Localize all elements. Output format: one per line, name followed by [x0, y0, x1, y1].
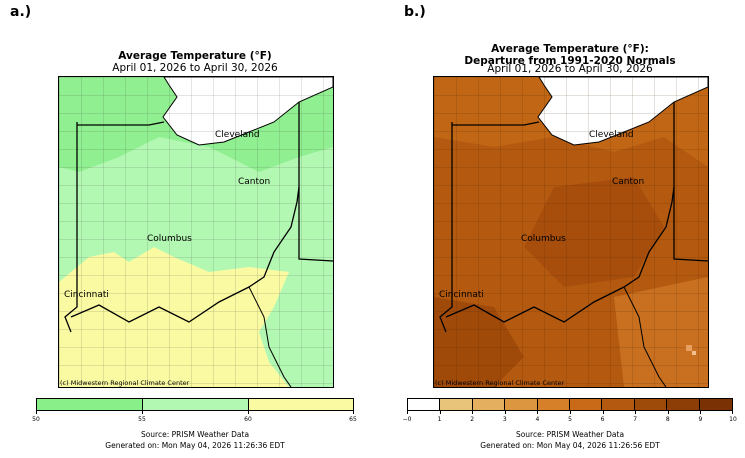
panel-a-map-svg: [59, 77, 333, 387]
panel-a-source: Source: PRISM Weather Data: [140, 430, 250, 439]
panel-b-colorbar-segment-8: [667, 399, 700, 410]
panel-b-tickmark-5: [570, 411, 571, 414]
panel-b-title: Average Temperature (°F):: [491, 43, 649, 55]
panel-a-tickmark-2: [248, 411, 249, 414]
panel-a-title: Average Temperature (°F): [118, 50, 272, 62]
panel-a-colorbar-segment-0: [37, 399, 143, 410]
panel-b-tickmark-0: [407, 411, 408, 414]
panel-b-tickmark-10: [732, 411, 733, 414]
panel-b-map: [433, 76, 709, 388]
panel-b-map-svg: [434, 77, 708, 387]
panel-b-colorbar-segment-1: [440, 399, 473, 410]
panel-a-colorbar: [36, 398, 354, 411]
panel-a-map: [58, 76, 334, 388]
panel-a-tick-3: 65: [349, 416, 357, 423]
panel-b-tickmark-8: [667, 411, 669, 414]
panel-b-title-block: Average Temperature (°F): Departure from…: [464, 43, 675, 75]
panel-b-colorbar-segment-0: [408, 399, 441, 410]
panel-b-city-columbus: Columbus: [521, 234, 566, 244]
panel-b-tick-3: 3: [502, 416, 507, 423]
panel-b-city-cincinnati: Cincinnati: [439, 290, 484, 300]
panel-a-tickmark-3: [353, 411, 354, 414]
panel-a-tickmark-1: [142, 411, 143, 414]
panel-b-source: Source: PRISM Weather Data: [515, 430, 625, 439]
panel-a-city-cleveland: Cleveland: [215, 130, 260, 140]
panel-b-colorbar-segment-5: [570, 399, 603, 410]
panel-b-colorbar-segment-2: [472, 399, 506, 410]
panel-b-credit: (c) Midwestern Regional Climate Center: [435, 379, 565, 387]
panel-b-title-2: Departure from 1991-2020 Normals: [464, 55, 676, 67]
panel-b-tick-10: 10: [729, 416, 737, 423]
panel-b-tick-8: 8: [665, 416, 670, 423]
panel-a-subtitle: April 01, 2026 to April 30, 2026: [112, 62, 278, 74]
panel-b-tick-5: 5: [568, 416, 572, 423]
panel-a-label: a.): [10, 4, 32, 20]
panel-a-tick-0: 50: [32, 416, 40, 423]
panel-b-tick-6: 6: [600, 416, 605, 423]
panel-a-credit: (c) Midwestern Regional Climate Center: [60, 379, 190, 387]
panel-b-tickmark-4: [537, 411, 539, 414]
panel-a-tickmark-0: [36, 411, 37, 414]
panel-b-colorbar-segment-3: [505, 399, 538, 410]
panel-a-colorbar-segment-2: [249, 399, 353, 410]
panel-a-city-cincinnati: Cincinnati: [64, 290, 109, 300]
panel-b-city-cleveland: Cleveland: [589, 130, 634, 140]
panel-b-tickmark-9: [700, 411, 702, 414]
panel-b-tickmark-2: [472, 411, 474, 414]
panel-b-tick-4: 4: [535, 416, 540, 423]
panel-b-label: b.): [404, 4, 426, 20]
panel-a-tick-1: 55: [138, 416, 146, 423]
panel-b-colorbar-segment-7: [634, 399, 668, 410]
panel-a-generated: Generated on: Mon May 04, 2026 11:26:36 …: [105, 441, 285, 450]
panel-b-tick-0: −0: [402, 416, 412, 423]
panel-b-city-canton: Canton: [612, 177, 645, 187]
panel-b-tickmark-7: [635, 411, 637, 414]
panel-b-colorbar-segment-9: [699, 399, 733, 410]
panel-b-subtitle: April 01, 2026 to April 30, 2026: [487, 63, 653, 75]
panel-b-colorbar: [407, 398, 733, 411]
panel-b-tickmark-6: [602, 411, 604, 414]
panel-b-tick-9: 9: [698, 416, 703, 423]
panel-b-tick-7: 7: [633, 416, 638, 423]
panel-b-generated: Generated on: Mon May 04, 2026 11:26:56 …: [480, 441, 660, 450]
panel-b-tick-2: 2: [470, 416, 475, 423]
panel-b-colorbar-segment-4: [537, 399, 571, 410]
panel-a-city-columbus: Columbus: [147, 234, 192, 244]
panel-a-title-block: Average Temperature (°F) April 01, 2026 …: [112, 50, 277, 74]
panel-b-tick-1: 1: [437, 416, 442, 423]
panel-b-tickmark-1: [439, 411, 441, 414]
panel-b-tickmark-3: [504, 411, 506, 414]
panel-a-city-canton: Canton: [238, 177, 271, 187]
panel-a-colorbar-segment-1: [143, 399, 249, 410]
panel-a-tick-2: 60: [244, 416, 252, 423]
panel-b-colorbar-segment-6: [602, 399, 635, 410]
